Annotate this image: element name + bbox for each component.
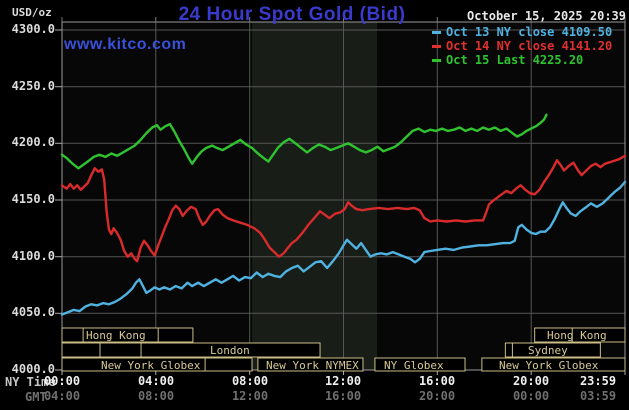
session-label-ny-globex-left: New York Globex	[101, 359, 201, 372]
session-label-hong-kong-left: Hong Kong	[86, 329, 146, 342]
y-tick-4050: 4050.0	[11, 305, 55, 319]
y-tick-4250: 4250.0	[11, 79, 55, 93]
session-label-ny-globex-right: New York Globex	[499, 359, 599, 372]
x-tick-ny-0: 00:00	[43, 374, 81, 388]
ny-time-axis-label: NY Time	[5, 375, 56, 389]
oct14-line-marker-icon	[432, 44, 441, 48]
x-tick-ny-2: 08:00	[231, 374, 269, 388]
oct15-line-marker-icon	[432, 58, 441, 62]
shaded-band-rect	[252, 22, 378, 370]
y-tick-4150: 4150.0	[11, 192, 55, 206]
legend-row-oct14: Oct 14 NY close 4141.20	[432, 39, 612, 53]
series-line-1	[60, 154, 627, 263]
session-bar-5	[257, 357, 364, 372]
legend-label-oct14: Oct 14 NY close 4141.20	[446, 39, 613, 53]
x-tick-gmt-2: 12:00	[231, 389, 269, 403]
gridlines	[62, 22, 625, 370]
session-bar-0	[61, 327, 194, 343]
x-tick-gmt-5: 00:00	[512, 389, 550, 403]
kitco-watermark-link[interactable]: www.kitco.com	[64, 36, 187, 53]
legend-label-oct15: Oct 15 Last 4225.20	[446, 53, 584, 67]
legend-label-oct13: Oct 13 NY close 4109.50	[446, 25, 613, 39]
series-line-0	[60, 180, 627, 316]
x-tick-gmt-4: 20:00	[418, 389, 456, 403]
session-bar-3	[504, 342, 601, 358]
session-label-hong-kong-right: Hong Kong	[547, 329, 607, 342]
x-tick-gmt-3: 16:00	[324, 389, 362, 403]
oct13-line-marker-icon	[432, 30, 441, 34]
session-label-ny-globex-mid: NY Globex	[384, 359, 444, 372]
page-title: 24 Hour Spot Gold (Bid)	[178, 4, 406, 25]
session-label-sydney: Sydney	[528, 344, 568, 357]
series-line-2	[60, 113, 548, 170]
legend-row-oct13: Oct 13 NY close 4109.50	[432, 25, 612, 39]
session-bar-7	[481, 357, 626, 372]
x-tick-gmt-1: 08:00	[137, 389, 175, 403]
x-tick-gmt-6: 03:59	[579, 389, 617, 403]
y-tick-4200: 4200.0	[11, 135, 55, 149]
x-tick-ny-4: 16:00	[418, 374, 456, 388]
y-tick-4000: 4000.0	[11, 362, 55, 376]
legend: Oct 13 NY close 4109.50 Oct 14 NY close …	[432, 25, 612, 67]
gmt-axis-label: GMT	[25, 390, 47, 404]
price-lines	[60, 113, 627, 316]
session-label-ny-nymex: New York NYMEX	[266, 359, 359, 372]
x-tick-ny-6: 23:59	[579, 374, 617, 388]
session-bars	[61, 327, 626, 372]
x-tick-ny-3: 12:00	[324, 374, 362, 388]
session-bar-1	[534, 327, 626, 343]
y-tick-4100: 4100.0	[11, 249, 55, 263]
y-tick-4300: 4300.0	[11, 22, 55, 36]
x-tick-gmt-0: 04:00	[43, 389, 81, 403]
session-bar-6	[374, 357, 466, 372]
session-label-london: London	[210, 344, 250, 357]
session-bar-4	[61, 357, 253, 372]
session-bar-2	[61, 342, 321, 358]
x-tick-ny-5: 20:00	[512, 374, 550, 388]
legend-row-oct15: Oct 15 Last 4225.20	[432, 53, 612, 67]
x-tick-ny-1: 04:00	[137, 374, 175, 388]
shaded-band	[252, 22, 378, 370]
chart-datetime: October 15, 2025 20:39	[467, 9, 626, 23]
units-label: USD/oz	[12, 6, 52, 19]
